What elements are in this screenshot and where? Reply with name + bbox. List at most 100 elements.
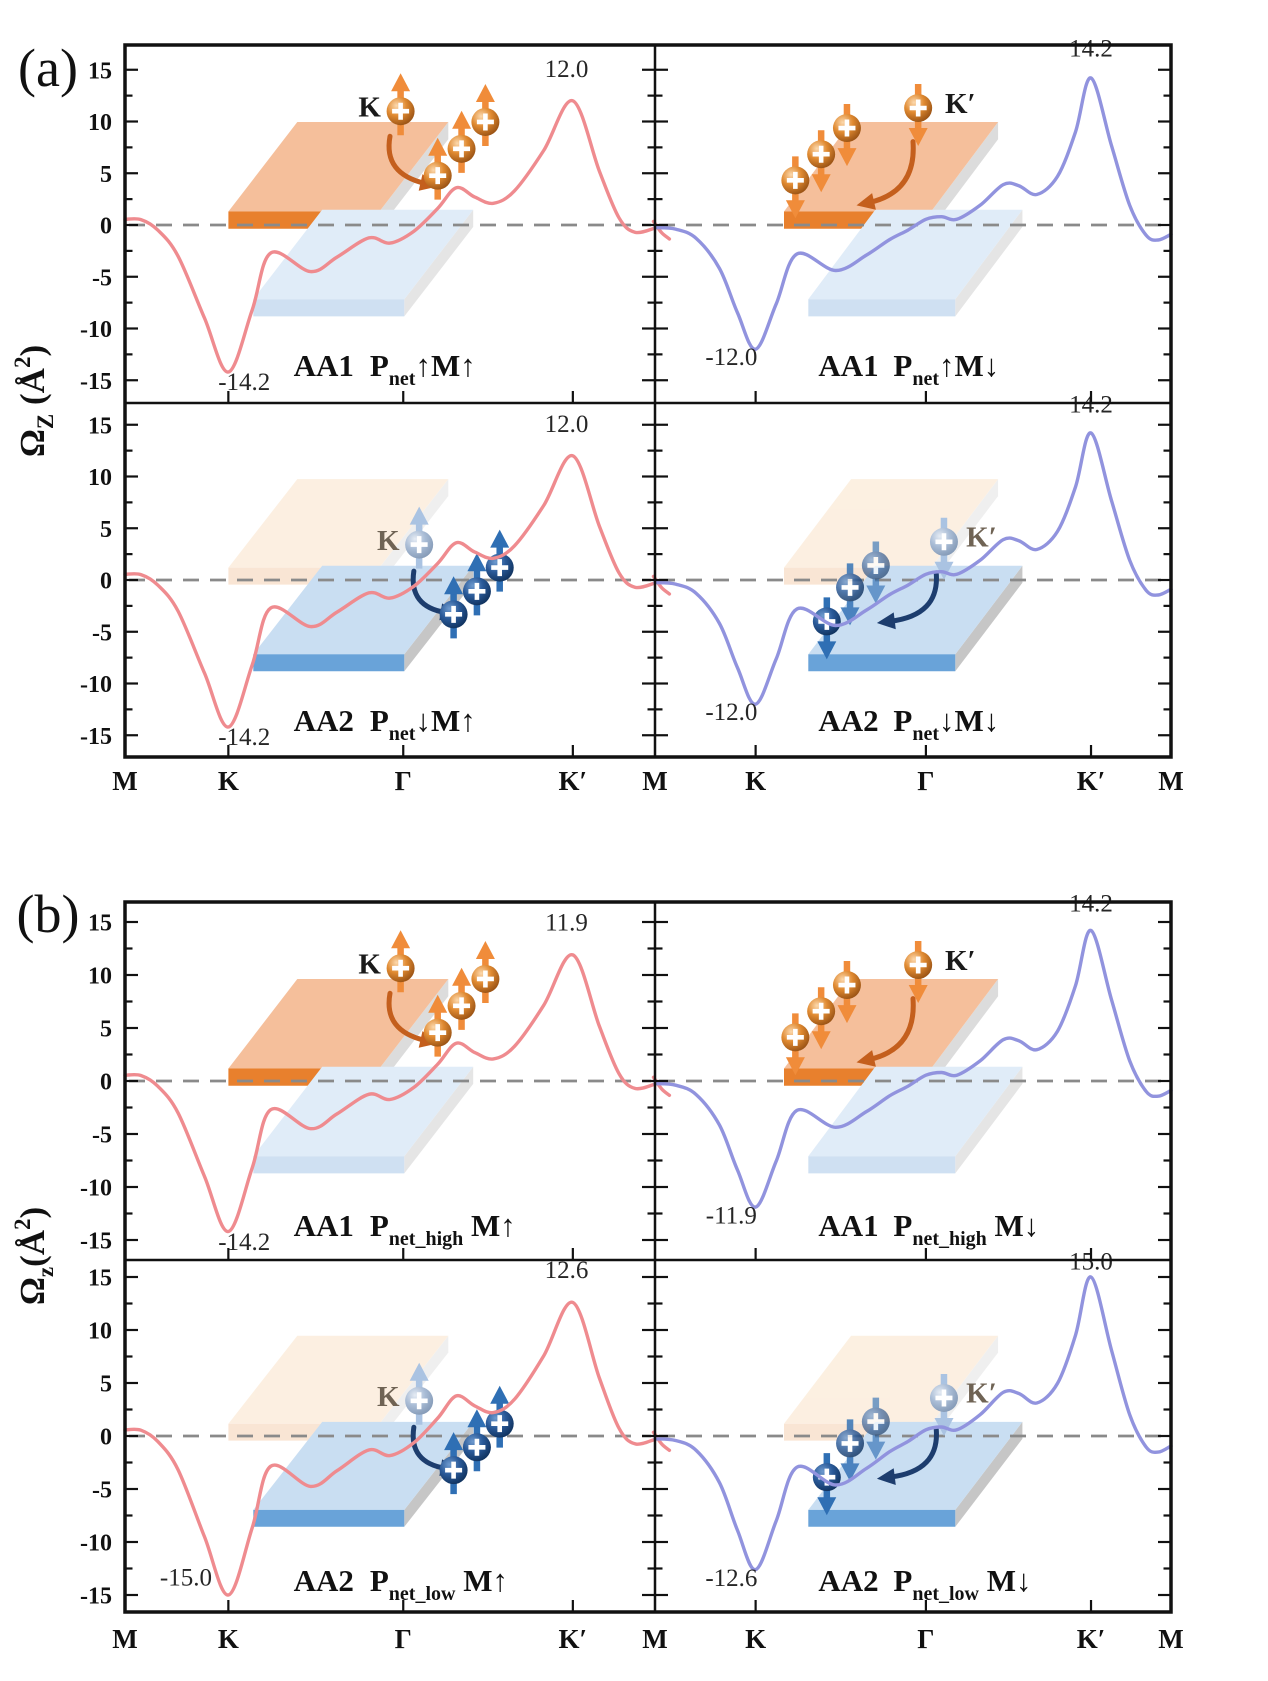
inset-carriers: K [358, 930, 500, 1057]
y-tick-label: 15 [88, 1266, 112, 1292]
plus-sign-icon [867, 556, 885, 574]
plus-sign-icon [812, 145, 830, 163]
plus-sign-icon [392, 102, 410, 120]
peak-value-annotation: 12.0 [545, 411, 589, 438]
plus-sign-icon [445, 605, 463, 623]
plus-sign-icon [453, 140, 471, 158]
plus-sign-icon [867, 1413, 885, 1431]
slab-front-face [808, 1509, 956, 1527]
berry-curvature-curve [123, 99, 657, 374]
plus-sign-icon [410, 1392, 428, 1410]
y-axis-symbol: Ω [13, 429, 52, 457]
spin-arrow-head [409, 506, 429, 525]
interlayer-transfer-arrow-icon [876, 570, 939, 630]
subplot-a-top-left: K -14.2 12.0 AA1 Pnet↑M↑ [123, 56, 657, 396]
slab-top-face [253, 1066, 474, 1157]
state-p: P [893, 703, 912, 738]
y-tick-label: 10 [88, 110, 112, 136]
spin-arrow-head [467, 1409, 487, 1428]
y-tick-label: 0 [100, 1070, 112, 1096]
plus-sign-icon [476, 113, 494, 131]
panel-b: Ωz(Å2) (b) K -14.2 11.9 AA1 Pnet_high M↑ K′ -11.… [10, 884, 1184, 1654]
subplot-a-top-right: K′ -12.0 14.2 AA1 Pnet↑M↓ [651, 35, 1173, 390]
plus-sign-icon [841, 578, 859, 596]
berry-curvature-curve [123, 454, 657, 729]
dip-value-annotation: -12.0 [705, 344, 757, 371]
state-p-subscript: net [389, 368, 416, 390]
inset-slabs [784, 979, 1023, 1174]
state-arrows: M↑ [455, 1563, 508, 1598]
y-tick-label: -10 [80, 1531, 112, 1557]
slab-top-face [228, 479, 449, 568]
spin-arrow-head [452, 967, 472, 986]
state-label: Pnet↓M↑ [370, 703, 476, 745]
peak-value-annotation: 14.2 [1069, 35, 1113, 62]
x-tick-label-K: K [218, 766, 239, 796]
spin-arrow-head [840, 1463, 860, 1482]
valley-carrier-sphere [405, 1362, 434, 1425]
stacking-label: AA2 [818, 1563, 878, 1598]
curved-arrow-head [856, 193, 876, 210]
y-tick-label: 15 [88, 911, 112, 937]
state-arrows: M↓ [979, 1563, 1032, 1598]
peak-value-annotation: 11.9 [545, 909, 588, 936]
spin-arrow-head [837, 148, 857, 167]
state-p: P [370, 703, 389, 738]
curved-arrow-path [386, 133, 429, 187]
interlayer-transfer-arrow-icon [876, 1426, 939, 1485]
outer-frame [123, 900, 1173, 1614]
x-tick-label-M: M [642, 766, 667, 796]
y-axis-symbol: Ω [13, 1277, 52, 1305]
y-tick-label: 15 [88, 58, 112, 84]
plus-sign-icon [392, 959, 410, 977]
x-tick-label-M: M [112, 766, 137, 796]
inset-carriers: K [377, 1362, 514, 1495]
state-label: Pnet_high M↓ [893, 1208, 1039, 1250]
valley-carrier-sphere [929, 517, 958, 580]
slab-front-face [808, 654, 956, 672]
y-axis-unit-open: (Å [13, 367, 52, 413]
dip-value-annotation: -14.2 [218, 724, 270, 751]
slab-side-face [955, 1421, 1023, 1527]
valley-carrier-sphere [929, 1373, 958, 1436]
x-tick-label-M: M [642, 1624, 667, 1654]
panel-label: (a) [18, 38, 78, 98]
interlayer-transfer-arrow-icon [856, 996, 916, 1067]
slab-top-face [808, 1066, 1023, 1157]
state-label: Pnet↑M↓ [893, 348, 999, 390]
layer-carrier-sphere [861, 1397, 890, 1460]
plus-sign-icon [453, 997, 471, 1015]
bottom-layer-slab-faded-blue [808, 209, 1023, 317]
stacking-label: AA1 [818, 348, 878, 383]
state-p: P [893, 348, 912, 383]
y-tick-label: 5 [100, 1017, 112, 1043]
layer-carrier-sphere [836, 1419, 865, 1482]
y-tick-label: 0 [100, 214, 112, 240]
plus-sign-icon [909, 956, 927, 974]
slab-top-face [253, 209, 474, 300]
state-arrows: ↑M↓ [939, 348, 999, 383]
layer-carrier-sphere [832, 104, 861, 167]
stacking-label: AA2 [294, 703, 354, 738]
state-label: Pnet_high M↑ [370, 1208, 516, 1250]
spin-arrow-head [811, 1031, 831, 1050]
peak-value-annotation: 12.6 [545, 1257, 589, 1284]
spin-arrow-head [908, 128, 928, 146]
y-tick-label: -10 [80, 1176, 112, 1202]
y-tick-label: -5 [92, 265, 112, 291]
curved-arrow-path [866, 139, 916, 206]
inset-holder [784, 979, 1023, 1174]
curved-arrow-path [887, 570, 939, 624]
spin-arrow-head [428, 137, 448, 156]
slab-side-face [379, 122, 449, 229]
dip-value-annotation: -14.2 [218, 1229, 270, 1256]
slab-side-face [955, 565, 1023, 672]
stacking-label: AA1 [294, 348, 354, 383]
state-p-subscript: net [912, 723, 939, 745]
valley-carrier-sphere [386, 73, 415, 136]
spin-arrow-head [391, 73, 411, 92]
dip-value-annotation: -14.2 [218, 369, 270, 396]
layer-carrier-sphere [447, 110, 476, 173]
plus-sign-icon [838, 119, 856, 137]
slab-side-face [404, 1066, 474, 1174]
